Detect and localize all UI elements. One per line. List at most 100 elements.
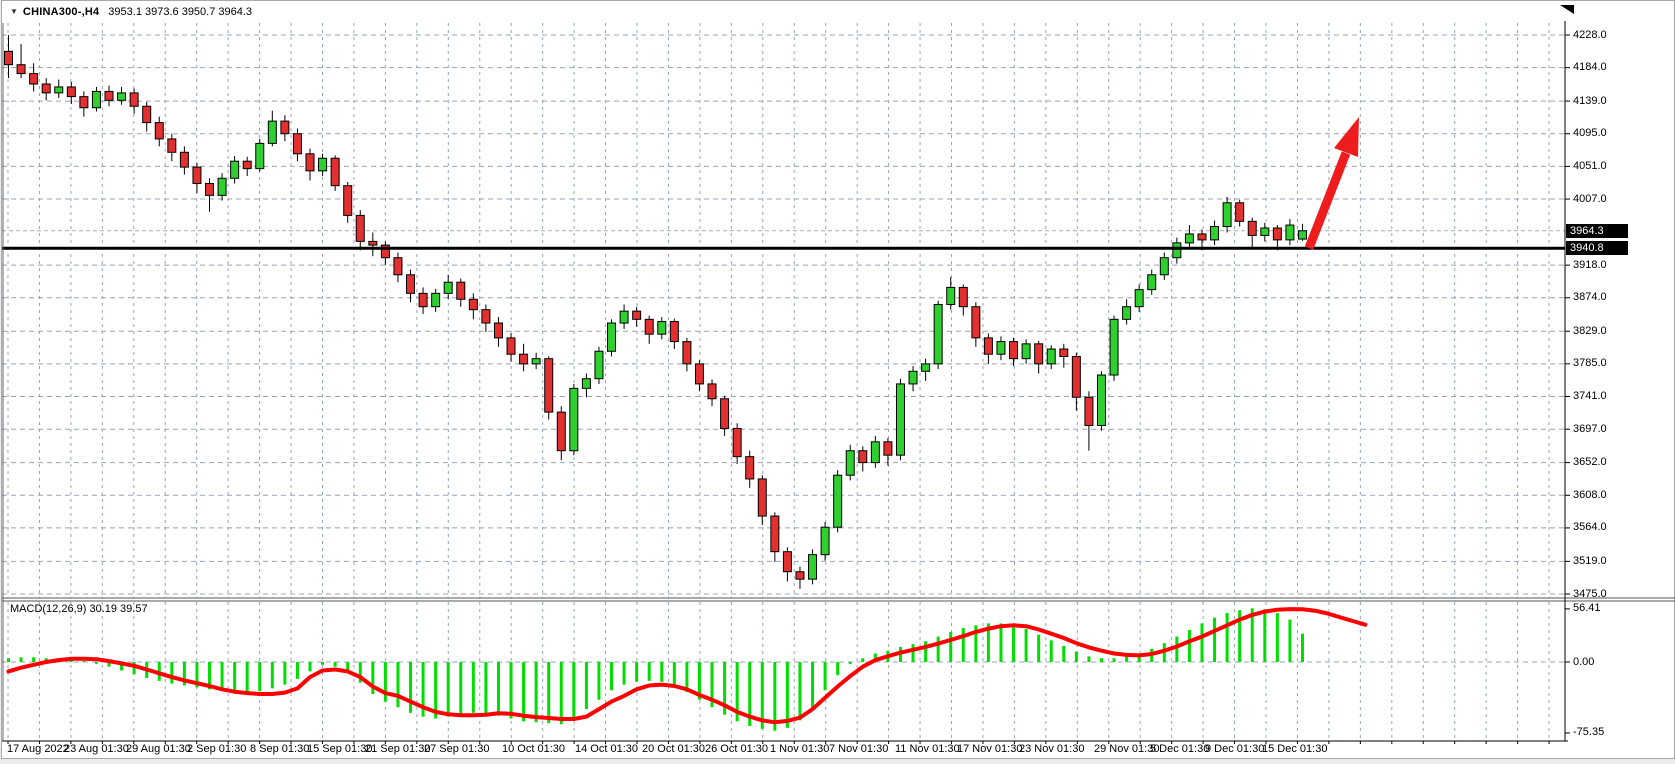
price-tick-label: 3652.0	[1573, 456, 1607, 469]
bear-candle	[669, 321, 679, 343]
bull-candle	[594, 350, 604, 380]
price-tick-label: 3608.0	[1573, 488, 1607, 501]
bear-candle	[4, 50, 13, 66]
price-tick-label: 3741.0	[1573, 390, 1607, 403]
bear-candle	[41, 83, 51, 94]
bear-candle	[1034, 343, 1044, 365]
bear-candle	[280, 120, 290, 135]
macd-tick-label: 56.41	[1573, 602, 1601, 615]
bull-candle	[820, 526, 830, 556]
bear-candle	[770, 515, 780, 553]
bear-candle	[481, 309, 491, 324]
bear-candle	[380, 244, 390, 259]
bull-candle	[117, 92, 127, 101]
bull-candle	[908, 370, 918, 385]
bear-candle	[983, 337, 993, 355]
bull-candle	[619, 310, 629, 324]
price-axis[interactable]: 4228.0 4184.0 4139.0 4095.0 4051.0 4007.0 3918…	[1565, 21, 1675, 741]
bull-candle	[443, 281, 453, 294]
bull-candle	[581, 378, 591, 389]
bull-candle	[54, 86, 64, 94]
date-label: 15 Sep 01:30	[307, 743, 373, 755]
bull-candle	[318, 157, 328, 172]
arrow-annotation-head	[1334, 117, 1359, 157]
bear-candle	[544, 358, 554, 413]
bear-candle	[406, 274, 416, 294]
date-label: 2 Sep 01:30	[187, 743, 247, 755]
price-tick-label: 3874.0	[1573, 291, 1607, 304]
bear-candle	[418, 292, 428, 308]
bull-candle	[1260, 227, 1270, 236]
bear-candle	[556, 411, 566, 452]
bull-candle	[845, 450, 855, 476]
bear-candle	[795, 571, 805, 580]
bear-candle	[720, 398, 730, 429]
date-label: 29 Nov 01:30	[1094, 743, 1160, 755]
bear-candle	[330, 157, 340, 187]
bear-candle	[343, 185, 353, 216]
bull-candle	[1297, 230, 1307, 240]
bear-candle	[1084, 396, 1094, 426]
bear-candle	[468, 298, 478, 311]
price-tick-label: 3697.0	[1573, 422, 1607, 435]
chart-title: ▼ CHINA300-,H4 3953.1 3973.6 3950.7 3964.3	[10, 6, 252, 22]
bear-candle	[192, 166, 202, 184]
bull-candle	[808, 554, 818, 580]
bear-candle	[368, 240, 378, 246]
bull-candle	[833, 474, 843, 528]
bear-candle	[16, 64, 26, 75]
time-axis[interactable]: 17 Aug 2022 23 Aug 01:30 29 Aug 01:30 2 Sep…	[2, 741, 1565, 759]
bear-candle	[506, 337, 516, 355]
bull-candle	[1021, 343, 1031, 360]
date-label: 9 Dec 01:30	[1205, 743, 1265, 755]
price-tick-label: 4184.0	[1573, 61, 1607, 74]
bull-candle	[569, 387, 579, 452]
bull-candle	[267, 120, 277, 144]
chart-shift-icon	[1560, 5, 1574, 14]
bull-candle	[657, 321, 667, 335]
bear-candle	[493, 322, 503, 339]
bear-candle	[305, 153, 315, 172]
bear-candle	[292, 133, 302, 155]
bear-candle	[1247, 220, 1257, 236]
bull-candle	[1285, 224, 1295, 241]
hline-price-label: 3940.8	[1566, 241, 1628, 256]
macd-tick-label: 0.00	[1573, 655, 1595, 668]
bear-candle	[757, 478, 767, 517]
price-tick-label: 3475.0	[1573, 587, 1607, 600]
bear-candle	[1071, 355, 1081, 398]
chevron-down-icon[interactable]: ▼	[10, 7, 18, 16]
bear-candle	[745, 456, 755, 480]
bear-candle	[707, 383, 717, 400]
price-tick-label: 4228.0	[1573, 28, 1607, 41]
date-label: 17 Nov 01:30	[957, 743, 1023, 755]
bear-candle	[858, 450, 868, 464]
macd-signal-line	[6, 607, 1368, 725]
price-tick-label: 4051.0	[1573, 159, 1607, 172]
date-label: 26 Oct 01:30	[705, 743, 768, 755]
date-label: 20 Oct 01:30	[642, 743, 705, 755]
bull-candle	[933, 303, 943, 365]
date-label: 10 Oct 01:30	[502, 743, 565, 755]
bear-candle	[519, 353, 529, 365]
bear-candle	[456, 281, 466, 300]
symbol-period-label: CHINA300-,H4	[22, 6, 100, 18]
bear-candle	[154, 122, 164, 140]
bear-candle	[1235, 202, 1245, 222]
bear-candle	[79, 96, 89, 109]
bear-candle	[694, 363, 704, 385]
date-label: 17 Aug 2022	[7, 743, 69, 755]
bear-candle	[971, 306, 981, 339]
bull-candle	[230, 160, 240, 179]
date-label: 8 Sep 01:30	[250, 743, 310, 755]
date-label: 23 Aug 01:30	[64, 743, 129, 755]
bull-candle	[895, 383, 905, 456]
bear-candle	[732, 427, 742, 458]
bull-candle	[431, 292, 441, 308]
bear-candle	[66, 86, 76, 98]
date-label: 14 Oct 01:30	[575, 743, 638, 755]
bull-candle	[996, 341, 1006, 355]
price-tick-label: 3785.0	[1573, 357, 1607, 370]
